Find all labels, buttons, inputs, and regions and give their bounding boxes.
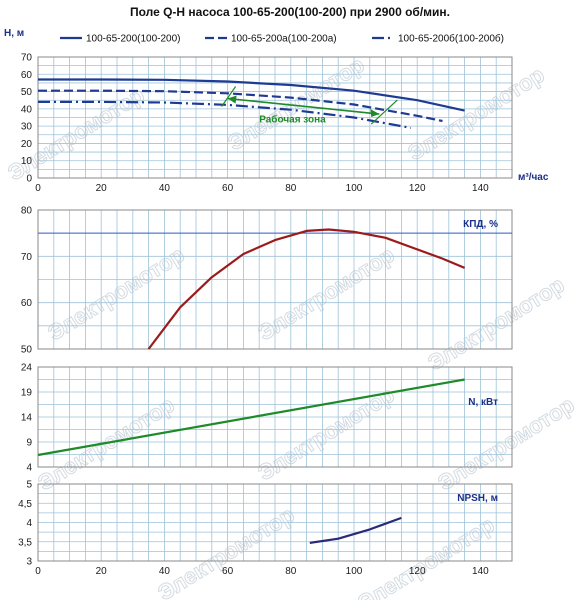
panel-1: 0 10 20 30 40 50 60 70 0 20 40 60 80 100 120 140 H, м м³/… <box>4 28 549 194</box>
legend-label: 100-65-200а(100-200а) <box>231 34 337 45</box>
y-tick-label: 60 <box>21 298 33 309</box>
y-tick-label: 3 <box>26 557 32 568</box>
work-zone-label: Рабочая зона <box>259 114 326 126</box>
watermark-text: Электромотор <box>433 392 578 496</box>
y-tick-label: 60 <box>21 70 33 81</box>
y-axis-label: H, м <box>4 28 24 39</box>
y-axis-label: N, кВт <box>468 397 498 408</box>
series-line-3 <box>38 100 412 129</box>
panel-4: 3 3,5 4 4,5 5 0 20 40 60 80 100 120 140 NPSH, м <box>18 480 513 577</box>
series-line-1 <box>309 516 402 544</box>
work-zone-line <box>227 97 380 115</box>
chart-title: Поле Q-H насоса 100-65-200(100-200) при … <box>130 5 450 19</box>
panel-2: 50 60 70 80 КПД, % <box>21 206 513 356</box>
x-tick-label: 0 <box>35 566 41 577</box>
panel-3: 4 9 14 19 24 N, кВт <box>21 363 513 474</box>
y-tick-label: 24 <box>21 363 33 374</box>
watermark-text: Электромотор <box>353 512 498 600</box>
y-tick-label: 30 <box>21 122 33 133</box>
watermark-text: Электромотор <box>223 52 368 156</box>
series-line-2 <box>38 89 443 123</box>
y-tick-label: 80 <box>21 206 33 217</box>
y-tick-label: 40 <box>21 104 33 115</box>
x-tick-label: 60 <box>222 566 234 577</box>
series-line-1 <box>37 378 465 457</box>
y-tick-label: 50 <box>21 345 33 356</box>
plot-frame <box>37 483 513 562</box>
y-axis-label: КПД, % <box>463 219 498 230</box>
y-tick-label: 20 <box>21 139 33 150</box>
watermark-text: Электромотор <box>153 502 298 600</box>
watermark-text: Электромотор <box>43 242 188 346</box>
x-tick-label: 100 <box>346 183 363 194</box>
legend-label: 100-65-200(100-200) <box>86 34 181 45</box>
x-tick-label: 60 <box>222 183 234 194</box>
y-tick-label: 4 <box>26 518 32 529</box>
y-axis-label: NPSH, м <box>457 493 498 504</box>
y-tick-label: 0 <box>26 174 32 185</box>
series-line-1 <box>38 78 465 112</box>
x-tick-label: 80 <box>285 183 297 194</box>
x-tick-label: 140 <box>472 566 489 577</box>
x-tick-label: 120 <box>409 566 426 577</box>
y-tick-label: 70 <box>21 53 33 64</box>
plot-frame <box>37 366 513 468</box>
work-zone-arrow-left <box>227 95 237 104</box>
y-tick-label: 5 <box>26 480 32 491</box>
work-zone-boundary-left <box>221 86 237 107</box>
x-tick-label: 40 <box>159 566 171 577</box>
plot-frame <box>37 209 513 350</box>
x-tick-label: 20 <box>96 566 108 577</box>
work-zone-arrow-right <box>370 109 380 118</box>
series-line-1 <box>147 228 466 350</box>
x-tick-label: 100 <box>346 566 363 577</box>
work-zone-boundary-right <box>370 99 398 125</box>
y-tick-label: 70 <box>21 252 33 263</box>
y-tick-label: 3,5 <box>18 537 32 548</box>
plot-frame <box>37 56 513 179</box>
x-tick-label: 40 <box>159 183 171 194</box>
legend: 100-65-200(100-200) 100-65-200а(100-200а)… <box>60 33 504 45</box>
x-tick-label: 120 <box>409 183 426 194</box>
y-tick-label: 4,5 <box>18 499 32 510</box>
x-axis-label: м³/час <box>518 172 549 183</box>
x-tick-label: 20 <box>96 183 108 194</box>
x-tick-label: 80 <box>285 566 297 577</box>
y-tick-label: 19 <box>21 388 33 399</box>
y-tick-label: 9 <box>26 438 32 449</box>
y-tick-label: 50 <box>21 87 33 98</box>
watermark-text: Электромотор <box>403 62 548 166</box>
x-tick-label: 0 <box>35 183 41 194</box>
y-tick-label: 4 <box>26 463 32 474</box>
y-tick-label: 14 <box>21 413 33 424</box>
x-tick-label: 140 <box>472 183 489 194</box>
legend-label: 100-65-200б(100-200б) <box>398 33 504 45</box>
y-tick-label: 10 <box>21 156 33 167</box>
